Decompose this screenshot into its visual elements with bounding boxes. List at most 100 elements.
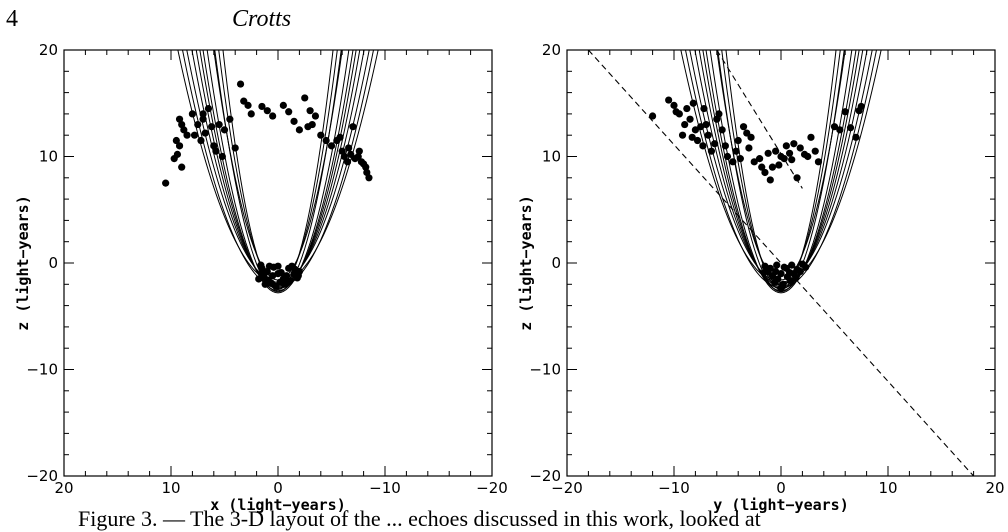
- paraboloid-curve: [206, 50, 350, 294]
- data-point: [172, 136, 180, 145]
- data-point: [199, 115, 207, 123]
- paraboloid-curve: [725, 50, 837, 291]
- data-point: [814, 158, 823, 166]
- data-point: [811, 147, 819, 155]
- data-point: [780, 263, 788, 271]
- paraboloid-curve: [222, 50, 334, 291]
- data-point: [846, 124, 855, 132]
- data-point: [226, 115, 234, 123]
- data-point: [257, 261, 265, 269]
- data-point: [285, 108, 293, 116]
- paraboloid-curve: [199, 50, 357, 290]
- paraboloid-curve: [685, 50, 877, 289]
- y-tick-label: −10: [26, 361, 58, 379]
- y-tick-label: −20: [26, 467, 58, 485]
- x-tick-label: −20: [476, 479, 508, 497]
- dashed-sightline: [587, 50, 975, 476]
- data-point: [304, 123, 312, 131]
- y-tick-label: −20: [529, 467, 561, 485]
- y-axis-label: z (light−years): [517, 195, 535, 330]
- data-point: [678, 131, 687, 139]
- y-tick-label: 20: [542, 41, 561, 59]
- data-point: [665, 96, 673, 104]
- data-point: [267, 279, 276, 287]
- data-point: [291, 265, 299, 273]
- data-point: [231, 144, 239, 152]
- data-point: [782, 142, 790, 150]
- data-point: [787, 277, 795, 285]
- page-number: 4: [6, 6, 18, 32]
- paraboloid-curve: [182, 50, 374, 289]
- data-point: [175, 142, 184, 150]
- data-point: [792, 274, 800, 282]
- data-point: [340, 152, 348, 161]
- data-point: [689, 99, 697, 107]
- data-point: [721, 142, 729, 150]
- data-point: [796, 267, 804, 276]
- x-tick-label: 10: [161, 479, 180, 497]
- plot-area: [587, 50, 975, 476]
- data-point: [693, 136, 702, 145]
- x-axis-label: y (light−years): [713, 496, 848, 514]
- y-tick-label: 20: [39, 41, 58, 59]
- data-point: [807, 133, 815, 141]
- data-point: [796, 144, 804, 152]
- data-point: [702, 120, 710, 129]
- data-point: [173, 150, 182, 158]
- data-point: [761, 168, 769, 177]
- paraboloid-curve: [694, 50, 868, 285]
- data-point: [672, 108, 680, 116]
- data-point: [785, 268, 794, 277]
- x-tick-label: 20: [985, 479, 1004, 497]
- data-point: [218, 152, 226, 161]
- paraboloid-curve: [689, 50, 873, 283]
- data-point: [295, 126, 303, 134]
- data-point: [345, 144, 353, 152]
- data-point: [349, 123, 357, 131]
- data-point: [277, 268, 285, 277]
- y-axis-label: z (light−years): [14, 195, 32, 330]
- data-point: [729, 158, 737, 166]
- data-point: [649, 112, 657, 120]
- right-panel: −20 −10 0 10 20 20 10 0 −10 −20 y (light−years) z (…: [517, 41, 1005, 514]
- data-point: [683, 104, 691, 113]
- y-tick-label: 10: [39, 148, 58, 166]
- data-point: [306, 107, 314, 115]
- data-point: [294, 272, 302, 280]
- data-point: [279, 101, 287, 109]
- data-point: [204, 104, 213, 113]
- x-axis-label: x (light−years): [210, 496, 345, 514]
- plot-frame: [566, 49, 996, 477]
- data-point: [777, 270, 785, 278]
- data-point: [194, 120, 202, 129]
- x-tick-label: 10: [878, 479, 897, 497]
- x-tick-label: −10: [658, 479, 690, 497]
- data-point: [790, 140, 798, 148]
- data-point: [718, 126, 726, 134]
- data-point: [365, 174, 373, 182]
- paraboloid-curve: [717, 50, 845, 293]
- data-point: [686, 115, 694, 123]
- data-point: [236, 80, 245, 88]
- paraboloid-curve: [705, 50, 857, 292]
- data-point: [772, 147, 780, 155]
- data-point: [247, 110, 255, 118]
- data-point: [362, 163, 370, 171]
- data-point: [178, 163, 186, 171]
- x-tick-label: −20: [551, 479, 583, 497]
- data-point: [190, 131, 199, 139]
- data-point: [836, 126, 844, 134]
- data-point: [804, 152, 812, 161]
- data-point: [269, 112, 277, 120]
- data-point: [188, 110, 196, 118]
- x-tick-label: −10: [369, 479, 401, 497]
- data-point: [734, 136, 742, 145]
- data-point: [215, 120, 223, 129]
- data-point: [745, 144, 753, 152]
- data-point: [670, 101, 678, 109]
- paraboloid-curve: [186, 50, 370, 283]
- data-point: [788, 261, 796, 269]
- y-tick-label: −10: [529, 361, 561, 379]
- data-point: [750, 158, 758, 166]
